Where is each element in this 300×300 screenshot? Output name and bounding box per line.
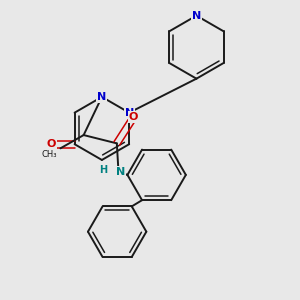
Text: N: N bbox=[97, 92, 106, 102]
Text: N: N bbox=[116, 167, 125, 177]
Text: CH₃: CH₃ bbox=[42, 150, 57, 159]
Text: N: N bbox=[192, 11, 201, 21]
Text: N: N bbox=[124, 108, 134, 118]
Text: O: O bbox=[47, 139, 56, 149]
Text: H: H bbox=[100, 165, 108, 175]
Text: O: O bbox=[129, 112, 138, 122]
